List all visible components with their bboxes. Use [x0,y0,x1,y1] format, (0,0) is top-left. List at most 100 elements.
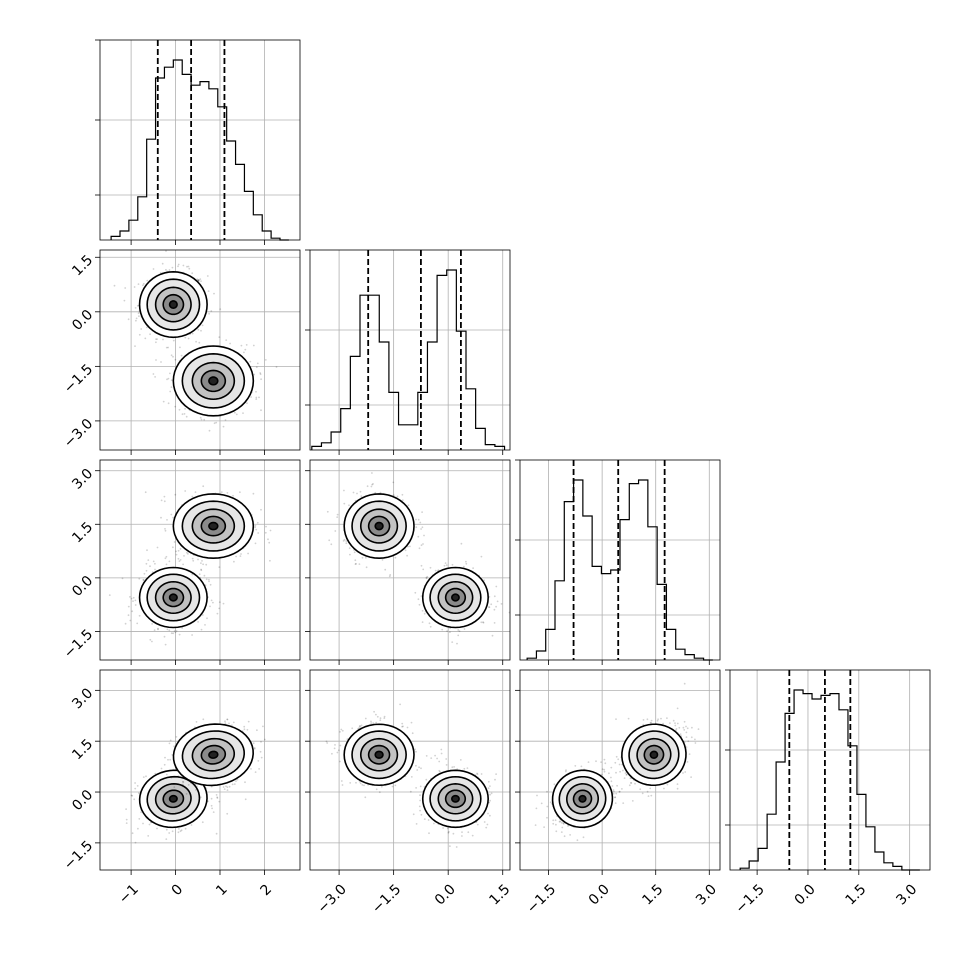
scatter-point [170,354,173,357]
scatter-point [256,729,258,732]
scatter-point [463,628,466,630]
scatter-point [434,569,437,572]
panel-frame [309,249,511,451]
scatter-point [173,630,176,632]
scatter-point [352,491,355,494]
scatter-point [166,628,169,631]
scatter-point [162,338,164,341]
scatter-point [443,564,446,567]
scatter-point [253,747,256,750]
scatter-point [480,773,483,775]
scatter-point [256,362,259,365]
scatter-point [161,262,164,265]
scatter-point [224,720,226,723]
scatter-point [453,766,455,768]
scatter-point [439,771,441,773]
contour-level-4 [208,376,219,386]
scatter-point [239,555,242,557]
scatter-point [250,396,253,398]
scatter-point [441,628,444,631]
scatter-point [187,265,190,268]
scatter-point [173,786,176,788]
scatter-point [154,376,157,378]
scatter-point [167,758,169,761]
scatter-point [180,354,183,357]
scatter-point [452,832,455,835]
scatter-point [202,485,205,488]
scatter-point [205,578,208,581]
scatter-point [212,601,214,604]
scatter-point [124,287,127,289]
scatter-point [491,634,494,637]
scatter-point [255,390,257,393]
scatter-point [156,546,159,549]
scatter-point [165,346,168,349]
scatter-point [446,630,448,632]
scatter-point [177,557,180,560]
scatter-point [228,722,230,725]
scatter-point [174,493,177,496]
scatter-point [190,782,193,784]
scatter-point [222,786,225,788]
scatter-point [170,632,173,635]
scatter-point [226,718,229,721]
scatter-point [264,359,267,361]
scatter-point [140,328,143,330]
scatter-point [168,832,171,834]
panel-1-0: −3.0−1.50.01.5 [61,249,301,455]
scatter-point [404,549,407,552]
scatter-point [252,344,255,347]
scatter-point [421,621,424,623]
scatter-point [255,528,258,531]
scatter-point [195,789,197,791]
scatter-point [419,794,421,797]
scatter-point [177,776,180,778]
scatter-point [380,785,383,788]
scatter-point [249,360,252,363]
scatter-point [199,416,202,419]
xtick-label: 2 [258,881,276,899]
scatter-point [163,495,166,498]
scatter-point [121,577,124,580]
scatter-point [136,304,139,307]
scatter-point [345,542,348,545]
scatter-point [349,553,351,556]
scatter-point [472,567,474,569]
scatter-point [463,767,466,770]
scatter-point [164,529,167,532]
scatter-point [218,566,221,568]
scatter-point [343,502,346,505]
scatter-point [336,751,339,754]
scatter-point [371,483,374,486]
scatter-point [259,372,262,374]
scatter-point [175,553,178,556]
scatter-point [175,550,178,553]
scatter-point [222,602,225,605]
scatter-point [433,822,435,825]
scatter-point [203,574,206,577]
scatter-point [157,628,159,631]
contour-level-4 [208,750,219,759]
scatter-point [488,606,490,608]
scatter-point [147,559,150,561]
scatter-point [420,813,423,816]
scatter-point [134,604,137,606]
scatter-point [334,530,337,532]
contour-level-4 [208,521,219,531]
scatter-point [138,577,141,580]
scatter-point [200,569,203,572]
scatter-point [438,760,441,763]
scatter-point [483,579,485,582]
scatter-point [331,752,333,755]
scatter-point [489,814,491,817]
scatter-point [493,622,496,624]
scatter-point [375,713,377,716]
scatter-point [253,373,256,376]
scatter-point [264,531,267,534]
scatter-point [182,780,184,783]
ytick-label: −1.5 [61,626,96,661]
scatter-point [420,544,423,547]
scatter-point [351,727,354,730]
scatter-point [353,551,356,554]
scatter-point [152,373,155,375]
